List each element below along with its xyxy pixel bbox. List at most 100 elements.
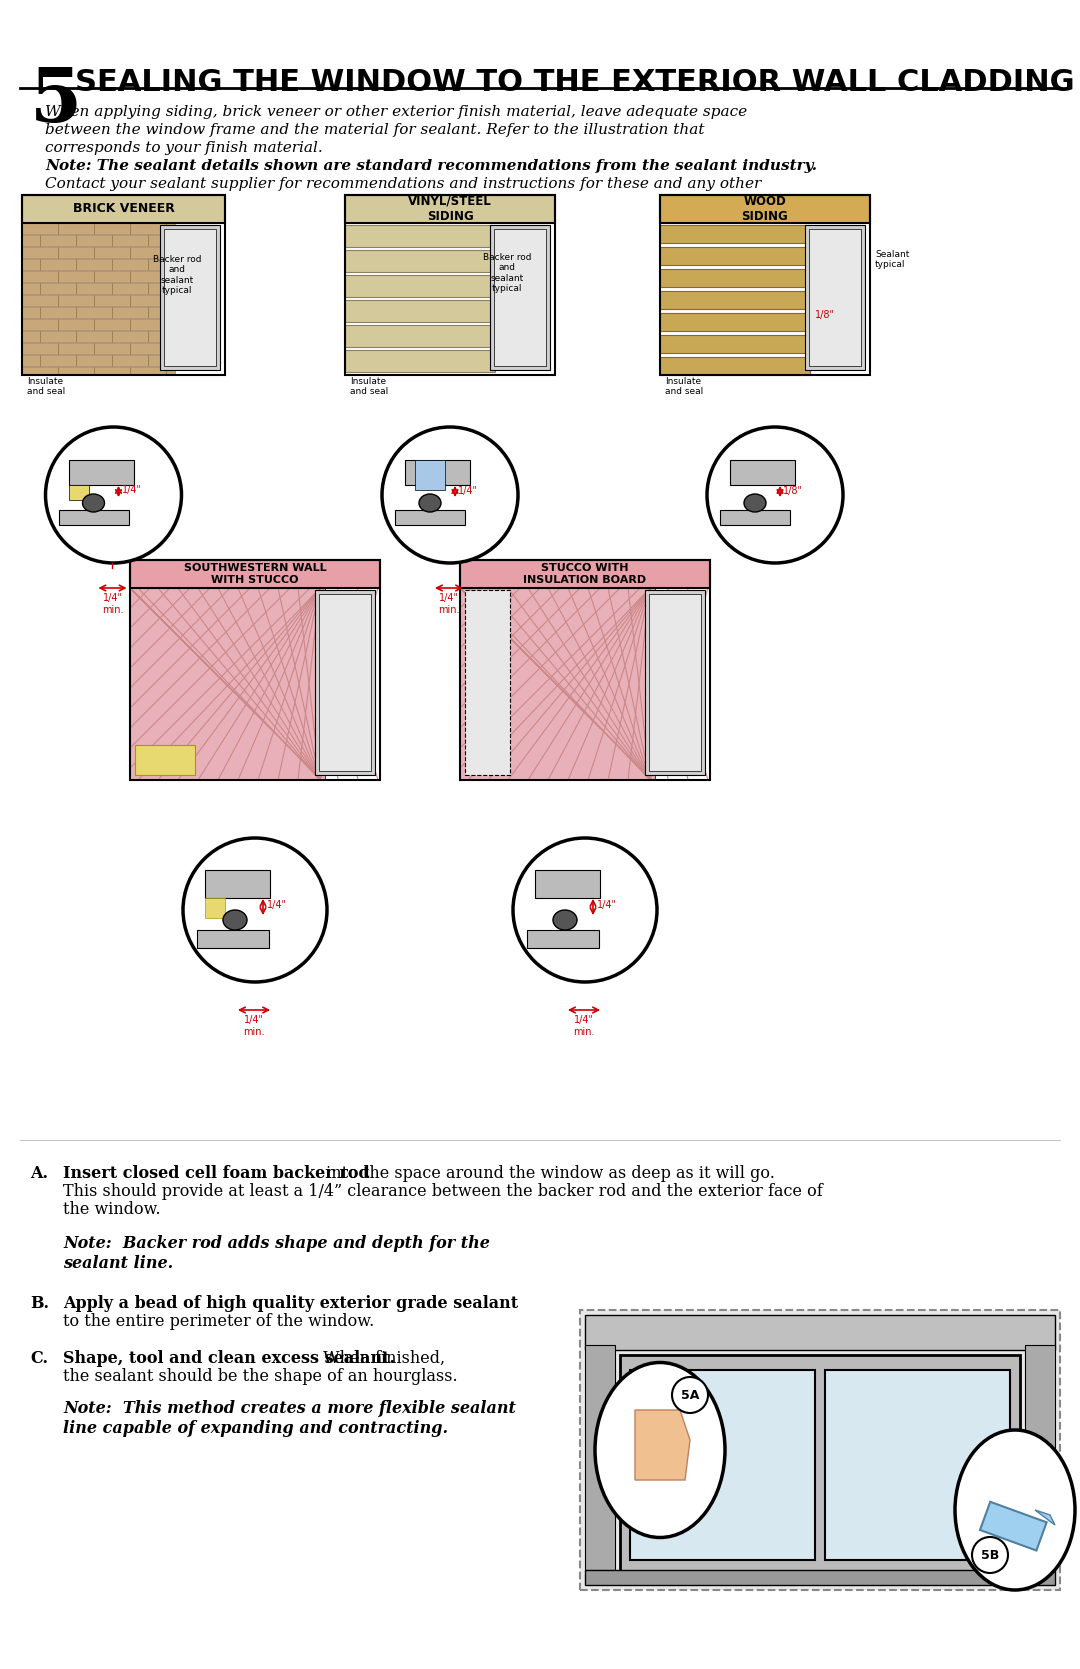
- Bar: [660, 357, 810, 376]
- Bar: [660, 195, 870, 224]
- Text: B.: B.: [30, 1295, 49, 1312]
- Text: 5: 5: [30, 65, 82, 139]
- Bar: [40, 330, 76, 342]
- Bar: [205, 870, 270, 898]
- Bar: [76, 330, 112, 342]
- Ellipse shape: [955, 1430, 1075, 1591]
- Text: SEALING THE WINDOW TO THE EXTERIOR WALL CLADDING: SEALING THE WINDOW TO THE EXTERIOR WALL …: [75, 68, 1075, 97]
- Bar: [94, 295, 130, 305]
- Bar: [112, 330, 148, 342]
- Bar: [40, 259, 76, 270]
- Text: Insulate
and seal: Insulate and seal: [350, 377, 388, 397]
- Bar: [112, 259, 148, 270]
- Bar: [130, 344, 166, 354]
- Text: Backer rod
and
sealant
typical: Backer rod and sealant typical: [152, 255, 201, 295]
- Bar: [166, 367, 175, 376]
- Bar: [58, 319, 94, 330]
- Bar: [345, 325, 495, 347]
- Polygon shape: [635, 1410, 690, 1480]
- Bar: [166, 344, 175, 354]
- Bar: [166, 319, 175, 330]
- Bar: [22, 284, 40, 294]
- Bar: [22, 247, 58, 259]
- Text: 1/4"
min.: 1/4" min.: [102, 592, 123, 614]
- Text: Shape, tool and clean excess sealant.: Shape, tool and clean excess sealant.: [63, 1350, 395, 1367]
- Text: This should provide at least a 1/4” clearance between the backer rod and the ext: This should provide at least a 1/4” clea…: [63, 1183, 823, 1200]
- Bar: [94, 224, 130, 234]
- Bar: [166, 247, 175, 259]
- Text: 1/4": 1/4": [267, 900, 287, 910]
- Bar: [585, 1571, 1055, 1586]
- Bar: [660, 290, 810, 309]
- Bar: [585, 1315, 1055, 1350]
- Bar: [494, 229, 546, 366]
- Bar: [660, 247, 810, 265]
- Bar: [68, 461, 134, 486]
- Bar: [130, 587, 325, 779]
- Bar: [148, 259, 175, 270]
- Bar: [130, 561, 380, 587]
- Bar: [405, 461, 470, 486]
- Text: Backer rod
and
sealant
typical: Backer rod and sealant typical: [483, 254, 531, 294]
- Bar: [460, 561, 710, 779]
- Text: 1/4"
min.: 1/4" min.: [243, 1015, 265, 1036]
- Bar: [630, 1370, 815, 1561]
- Text: 1/4": 1/4": [458, 486, 478, 496]
- Bar: [22, 224, 58, 234]
- Bar: [395, 511, 465, 526]
- Bar: [94, 247, 130, 259]
- Bar: [148, 355, 175, 366]
- Bar: [660, 314, 810, 330]
- Bar: [40, 235, 76, 245]
- Bar: [164, 229, 216, 366]
- Bar: [809, 229, 861, 366]
- Bar: [660, 269, 810, 287]
- Bar: [345, 275, 495, 297]
- Bar: [94, 367, 130, 376]
- Bar: [22, 330, 40, 342]
- Text: VINYL/STEEL
SIDING: VINYL/STEEL SIDING: [408, 195, 491, 224]
- Text: 1/4"
min.: 1/4" min.: [438, 592, 460, 614]
- Bar: [825, 1370, 1010, 1561]
- Bar: [40, 355, 76, 366]
- Bar: [94, 270, 130, 282]
- Text: Insulate
and seal: Insulate and seal: [665, 377, 703, 397]
- Bar: [345, 195, 555, 224]
- Text: Note: The sealant details shown are standard recommendations from the sealant in: Note: The sealant details shown are stan…: [45, 159, 816, 174]
- Bar: [620, 1355, 1020, 1576]
- Bar: [112, 307, 148, 319]
- Bar: [345, 250, 495, 272]
- Bar: [130, 295, 166, 305]
- Bar: [315, 591, 375, 774]
- Bar: [76, 307, 112, 319]
- Text: BRICK VENEER: BRICK VENEER: [72, 202, 175, 215]
- Bar: [1025, 1345, 1055, 1571]
- Text: Contact your sealant supplier for recommendations and instructions for these and: Contact your sealant supplier for recomm…: [45, 177, 761, 190]
- Text: 1/8": 1/8": [815, 310, 835, 320]
- Text: into the space around the window as deep as it will go.: into the space around the window as deep…: [321, 1165, 774, 1182]
- Text: Note:  Backer rod adds shape and depth for the
sealant line.: Note: Backer rod adds shape and depth fo…: [63, 1235, 490, 1272]
- Bar: [94, 344, 130, 354]
- Circle shape: [382, 427, 518, 562]
- Bar: [345, 225, 495, 247]
- Bar: [585, 1345, 615, 1571]
- Bar: [130, 319, 166, 330]
- Text: 5A: 5A: [680, 1389, 699, 1402]
- Bar: [660, 195, 870, 376]
- Bar: [980, 1502, 1047, 1551]
- Bar: [166, 270, 175, 282]
- Bar: [415, 461, 445, 491]
- Bar: [460, 587, 654, 779]
- Bar: [135, 744, 195, 774]
- Text: Insulate
and seal: Insulate and seal: [27, 377, 65, 397]
- Bar: [580, 1310, 1059, 1591]
- Bar: [58, 511, 129, 526]
- Bar: [22, 307, 40, 319]
- Bar: [112, 235, 148, 245]
- Bar: [58, 344, 94, 354]
- Bar: [205, 898, 225, 918]
- Bar: [22, 195, 225, 376]
- Text: 1/4"
min.: 1/4" min.: [573, 1015, 595, 1036]
- Bar: [22, 295, 58, 305]
- Circle shape: [707, 427, 843, 562]
